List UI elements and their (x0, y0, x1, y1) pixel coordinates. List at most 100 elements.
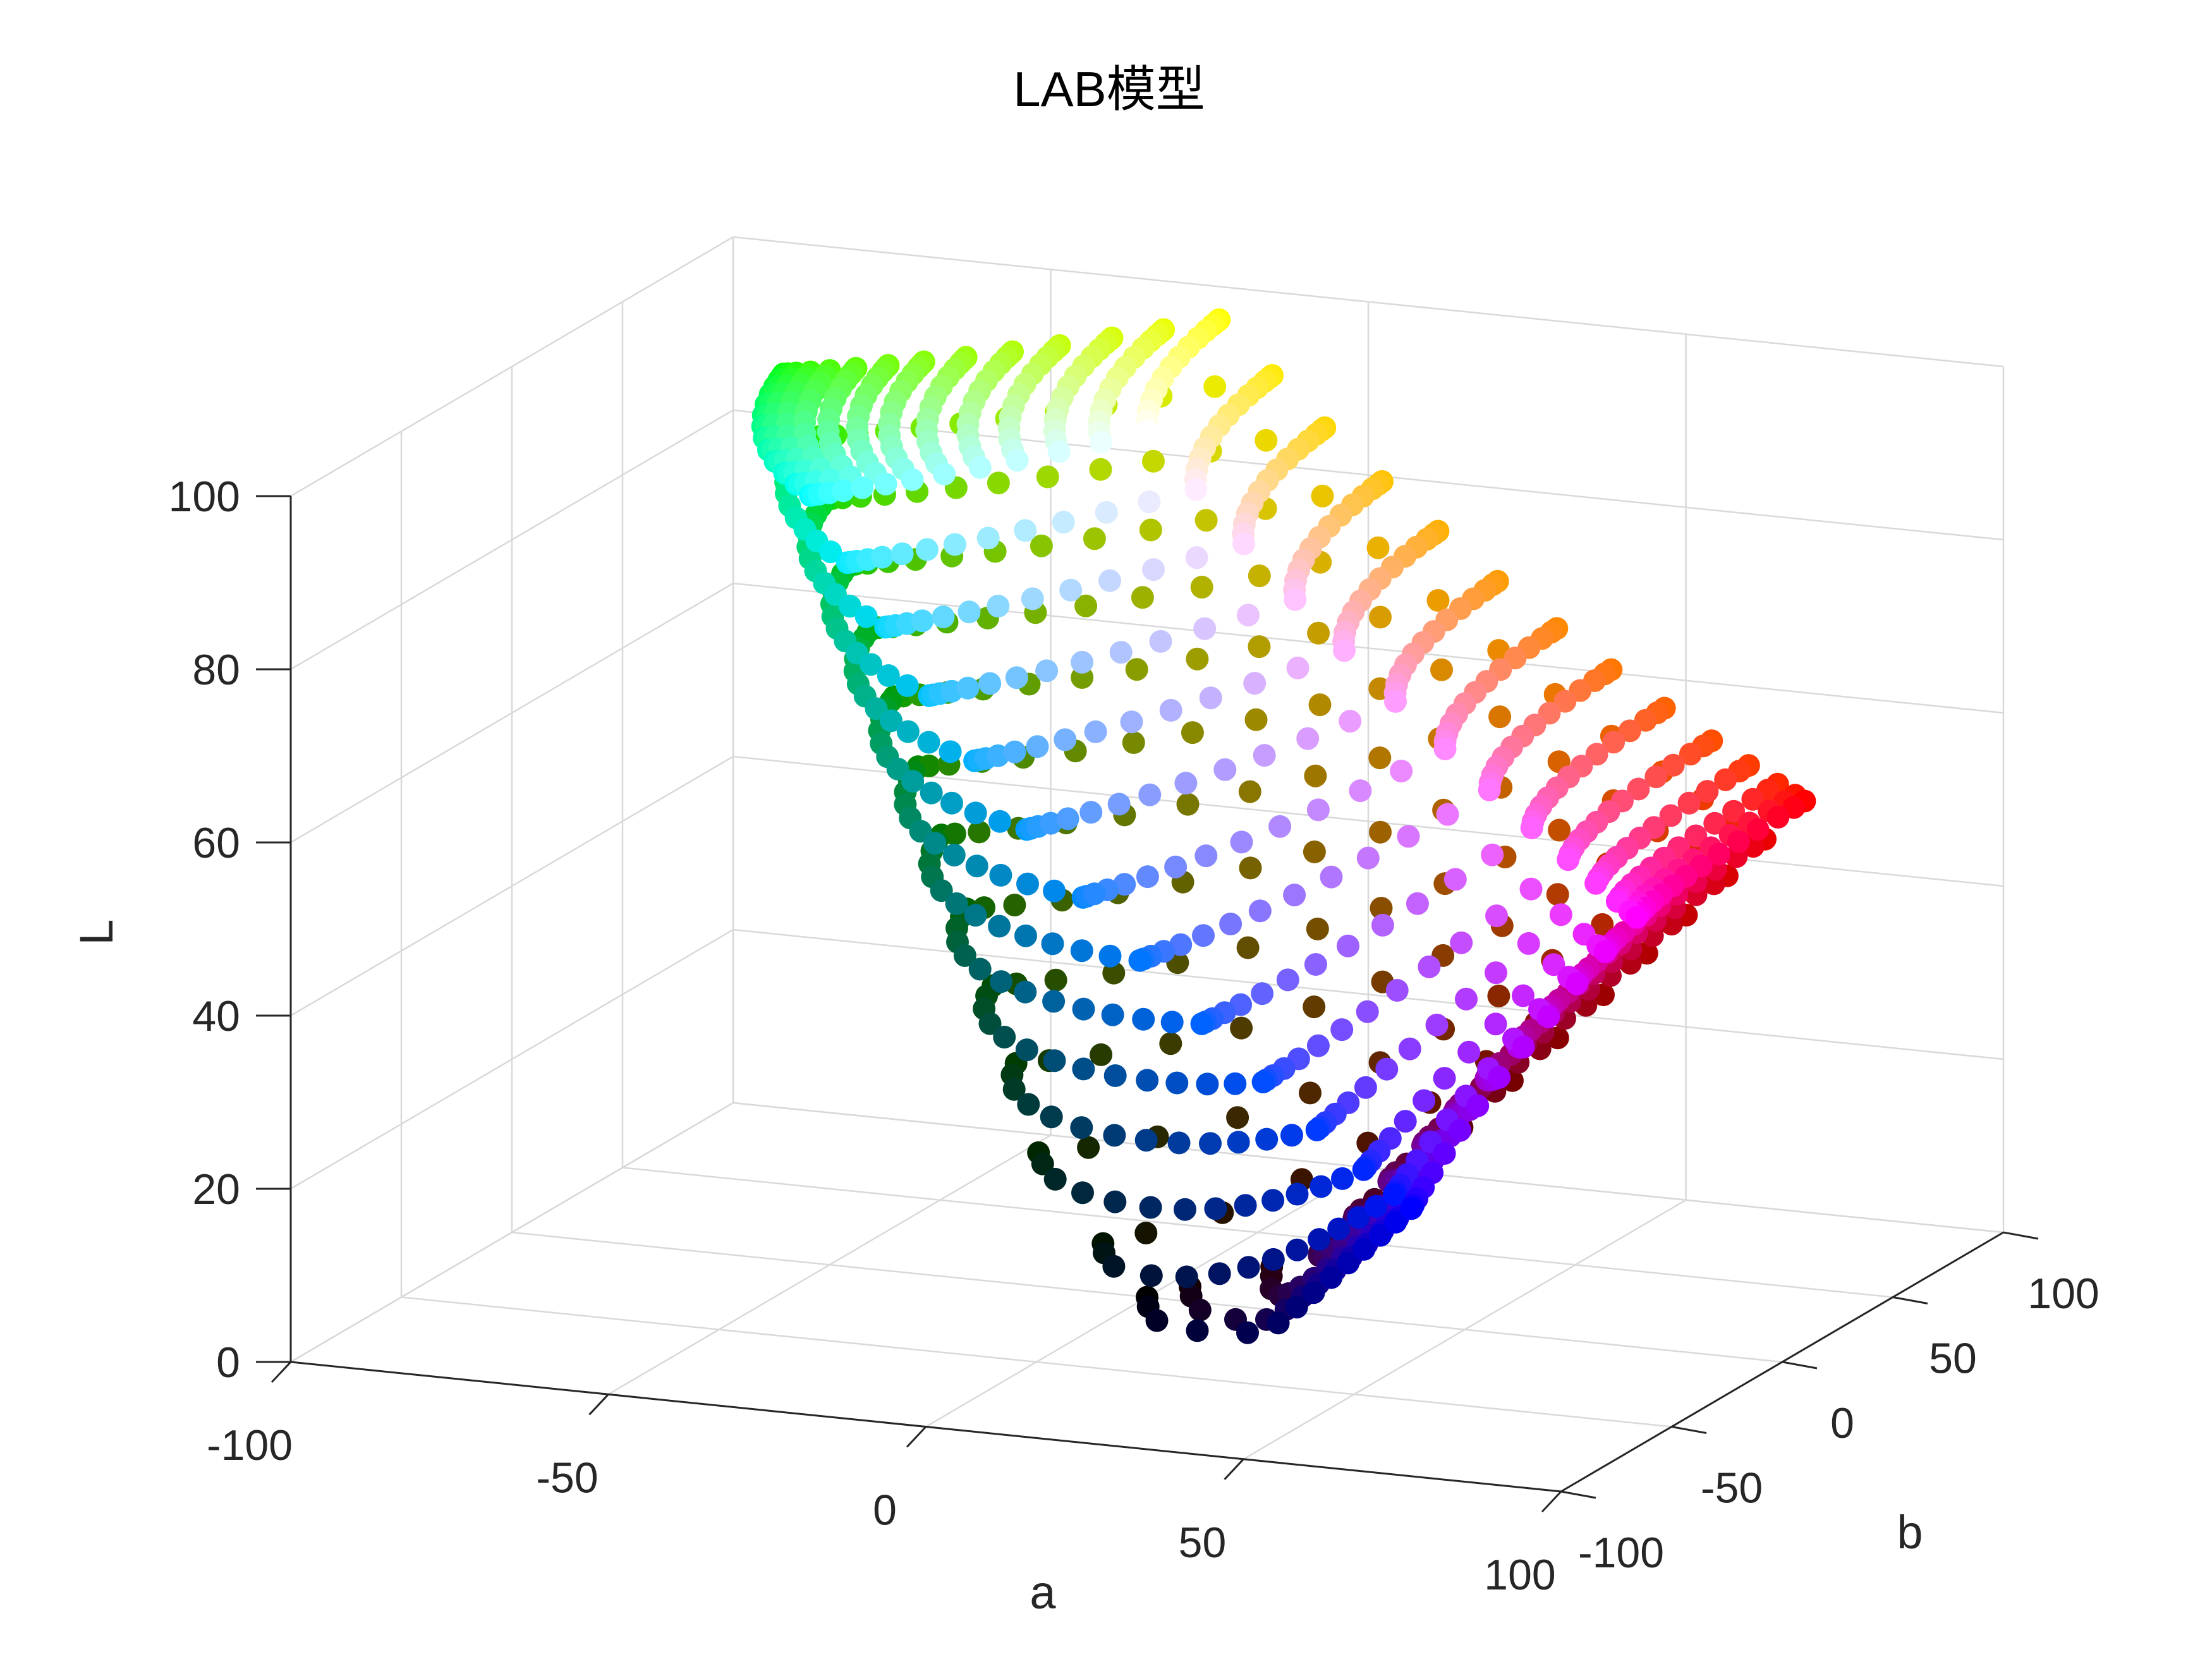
grid-line (290, 1102, 734, 1363)
data-point (1268, 815, 1292, 838)
data-point (839, 595, 861, 618)
data-point (1190, 1012, 1213, 1035)
data-point (1487, 984, 1510, 1007)
data-point (1584, 872, 1608, 895)
data-point (1134, 1129, 1158, 1152)
data-point (1703, 811, 1727, 835)
data-point (1095, 501, 1118, 524)
data-point (1320, 1266, 1343, 1289)
data-point (1125, 658, 1148, 681)
data-point (1455, 987, 1478, 1011)
data-point (1433, 1067, 1456, 1090)
data-point (880, 709, 902, 732)
data-point (1625, 906, 1648, 929)
data-point (1253, 744, 1276, 767)
grid-line (732, 236, 2004, 368)
x-tick-mark (270, 1361, 292, 1383)
z-tick-label: 40 (192, 992, 240, 1040)
data-point (1327, 1217, 1351, 1241)
data-point (1484, 1012, 1507, 1036)
data-point (1109, 641, 1133, 664)
data-point (1185, 546, 1208, 569)
data-point (1017, 1093, 1040, 1116)
data-point (1026, 735, 1049, 758)
data-point (1557, 848, 1580, 872)
data-point (1208, 1262, 1231, 1285)
data-point (993, 1026, 1016, 1048)
data-point (1083, 527, 1106, 550)
data-point (1296, 727, 1320, 750)
data-point (1190, 576, 1213, 599)
data-point (940, 791, 963, 815)
data-point (854, 605, 878, 628)
data-point (920, 781, 943, 805)
data-point (901, 770, 925, 793)
data-point (1142, 558, 1165, 581)
data-point (1230, 1016, 1253, 1040)
data-point (917, 731, 940, 754)
data-point (1677, 791, 1701, 815)
data-point (1485, 904, 1508, 928)
data-point (1591, 913, 1614, 936)
data-point (1449, 1119, 1472, 1142)
data-point (1285, 1238, 1309, 1261)
data-point (1074, 594, 1098, 617)
data-point (896, 674, 919, 697)
data-point (1090, 1043, 1113, 1066)
data-point (1043, 1167, 1067, 1191)
data-point (1243, 672, 1267, 695)
data-point (957, 600, 981, 624)
data-point (1101, 1003, 1124, 1026)
y-tick-mark (1671, 1426, 1707, 1434)
grid-line (401, 1296, 1672, 1428)
data-point (1304, 764, 1327, 787)
data-point (1337, 934, 1359, 957)
data-point (1175, 1265, 1198, 1289)
data-point (953, 944, 976, 967)
data-point (1136, 865, 1159, 889)
data-point (1159, 698, 1182, 722)
data-point (1433, 738, 1457, 760)
data-point (1021, 587, 1044, 611)
data-point (1481, 843, 1504, 866)
data-point (1352, 1158, 1375, 1181)
data-point (1194, 509, 1218, 532)
data-point (1457, 1040, 1481, 1064)
data-point (1284, 588, 1307, 611)
data-point (1186, 1319, 1209, 1342)
data-point (1030, 534, 1053, 557)
data-point (1167, 1131, 1191, 1155)
data-point (1714, 768, 1737, 791)
data-point (1390, 760, 1413, 782)
data-point (1302, 1281, 1325, 1304)
data-point (978, 672, 1002, 695)
data-point (1306, 798, 1330, 822)
y-axis-label: b (1897, 1506, 1923, 1559)
grid-line (732, 409, 2004, 541)
data-point (1618, 719, 1641, 743)
grid-line (732, 928, 2004, 1060)
data-point (1251, 982, 1274, 1006)
data-point (1138, 783, 1162, 806)
data-point (1071, 1181, 1094, 1205)
data-point (1188, 1298, 1212, 1322)
data-point (1192, 924, 1215, 947)
data-point (1083, 882, 1106, 906)
data-point (1330, 1018, 1354, 1042)
data-point (1384, 1210, 1407, 1234)
data-point (1174, 1198, 1196, 1221)
data-point (1261, 1248, 1285, 1271)
data-point (965, 854, 988, 878)
data-point (1164, 855, 1188, 878)
data-point (1320, 865, 1343, 889)
data-point (1103, 1190, 1127, 1213)
data-point (1478, 778, 1501, 801)
data-point (1090, 430, 1113, 454)
data-point (1585, 743, 1608, 766)
data-point (1052, 511, 1075, 534)
data-point (1186, 647, 1209, 671)
data-point (1627, 777, 1650, 801)
x-tick-label: 50 (1179, 1519, 1227, 1567)
data-point (1248, 899, 1272, 923)
